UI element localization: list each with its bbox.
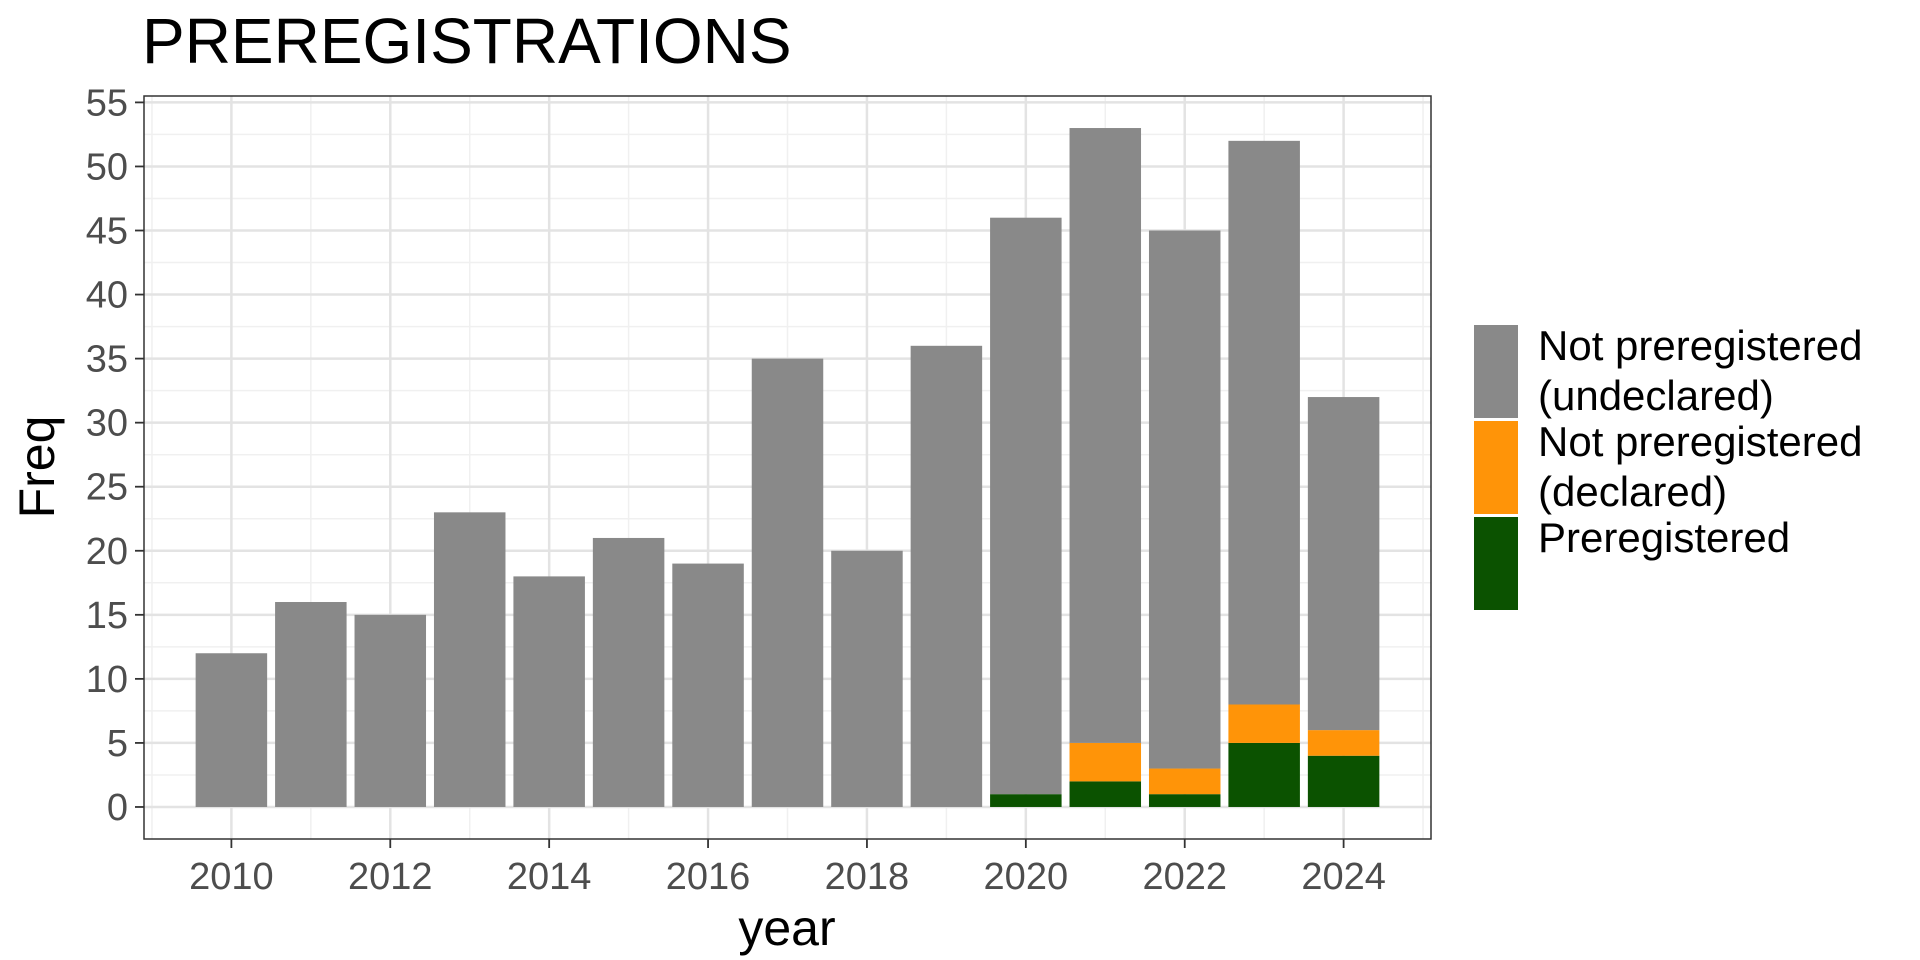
bar-not-preregistered-declared-2024	[1307, 730, 1380, 756]
bar-preregistered-2023	[1228, 742, 1300, 807]
bar-not-preregistered-undeclared-2022	[1148, 230, 1221, 769]
legend-label: Not preregistered	[1538, 322, 1863, 369]
x-tick-label: 2018	[825, 856, 910, 898]
legend: Not preregistered(undeclared)Not preregi…	[1474, 322, 1863, 610]
bar-not-preregistered-declared-2022	[1148, 768, 1221, 795]
y-tick-label: 0	[107, 787, 128, 829]
bar-not-preregistered-undeclared-2013	[433, 512, 506, 807]
legend-label: Preregistered	[1538, 514, 1790, 561]
legend-key-not-preregistered-declared	[1474, 421, 1518, 514]
bar-not-preregistered-undeclared-2018	[831, 550, 903, 807]
y-tick-label: 20	[86, 531, 128, 573]
y-axis-title: Freq	[9, 416, 65, 519]
bar-preregistered-2024	[1307, 755, 1380, 807]
bar-not-preregistered-declared-2021	[1069, 742, 1142, 782]
legend-label: Not preregistered	[1538, 418, 1863, 465]
x-tick-label: 2016	[666, 856, 751, 898]
y-tick-label: 55	[86, 82, 128, 124]
bar-preregistered-2021	[1069, 781, 1142, 807]
y-axis: 0 5 10 15 20 25 30 35 40 45 50 55	[86, 82, 144, 829]
y-tick-label: 15	[86, 595, 128, 637]
bar-not-preregistered-undeclared-2023	[1228, 140, 1300, 705]
bar-not-preregistered-undeclared-2017	[751, 358, 824, 807]
bar-not-preregistered-undeclared-2016	[672, 563, 744, 807]
y-tick-label: 30	[86, 403, 128, 445]
plot-panel-border	[143, 95, 1432, 840]
y-tick-label: 40	[86, 275, 128, 317]
bar-not-preregistered-undeclared-2019	[910, 345, 983, 807]
x-tick-label: 2010	[189, 856, 274, 898]
bar-not-preregistered-undeclared-2015	[592, 537, 665, 807]
bar-not-preregistered-undeclared-2024	[1307, 397, 1380, 731]
bar-preregistered-2020	[990, 794, 1062, 807]
y-tick-label: 25	[86, 467, 128, 509]
y-tick-label: 50	[86, 146, 128, 188]
chart-title: PREREGISTRATIONS	[142, 5, 792, 77]
x-tick-label: 2014	[507, 856, 592, 898]
bars	[195, 128, 1380, 807]
legend-label: (undeclared)	[1538, 372, 1774, 419]
y-tick-label: 45	[86, 211, 128, 253]
bar-not-preregistered-undeclared-2020	[990, 217, 1062, 795]
legend-key-preregistered	[1474, 517, 1518, 610]
x-tick-label: 2020	[984, 856, 1069, 898]
bar-not-preregistered-undeclared-2021	[1069, 128, 1142, 743]
bar-not-preregistered-undeclared-2010	[195, 653, 268, 807]
x-axis: 2010 2012 2014 2016 2018 2020 2022 2024	[189, 839, 1386, 898]
bar-not-preregistered-undeclared-2011	[275, 602, 347, 807]
x-tick-label: 2024	[1301, 856, 1386, 898]
x-tick-label: 2012	[348, 856, 433, 898]
legend-label: (declared)	[1538, 468, 1727, 515]
bar-not-preregistered-declared-2023	[1228, 704, 1300, 743]
y-tick-label: 10	[86, 659, 128, 701]
bar-not-preregistered-undeclared-2014	[513, 576, 585, 807]
bar-not-preregistered-undeclared-2012	[354, 614, 427, 807]
y-tick-label: 35	[86, 339, 128, 381]
y-tick-label: 5	[107, 723, 128, 765]
x-tick-label: 2022	[1142, 856, 1227, 898]
legend-key-not-preregistered-undeclared	[1474, 325, 1518, 418]
x-axis-title: year	[738, 900, 835, 956]
bar-preregistered-2022	[1148, 794, 1221, 807]
